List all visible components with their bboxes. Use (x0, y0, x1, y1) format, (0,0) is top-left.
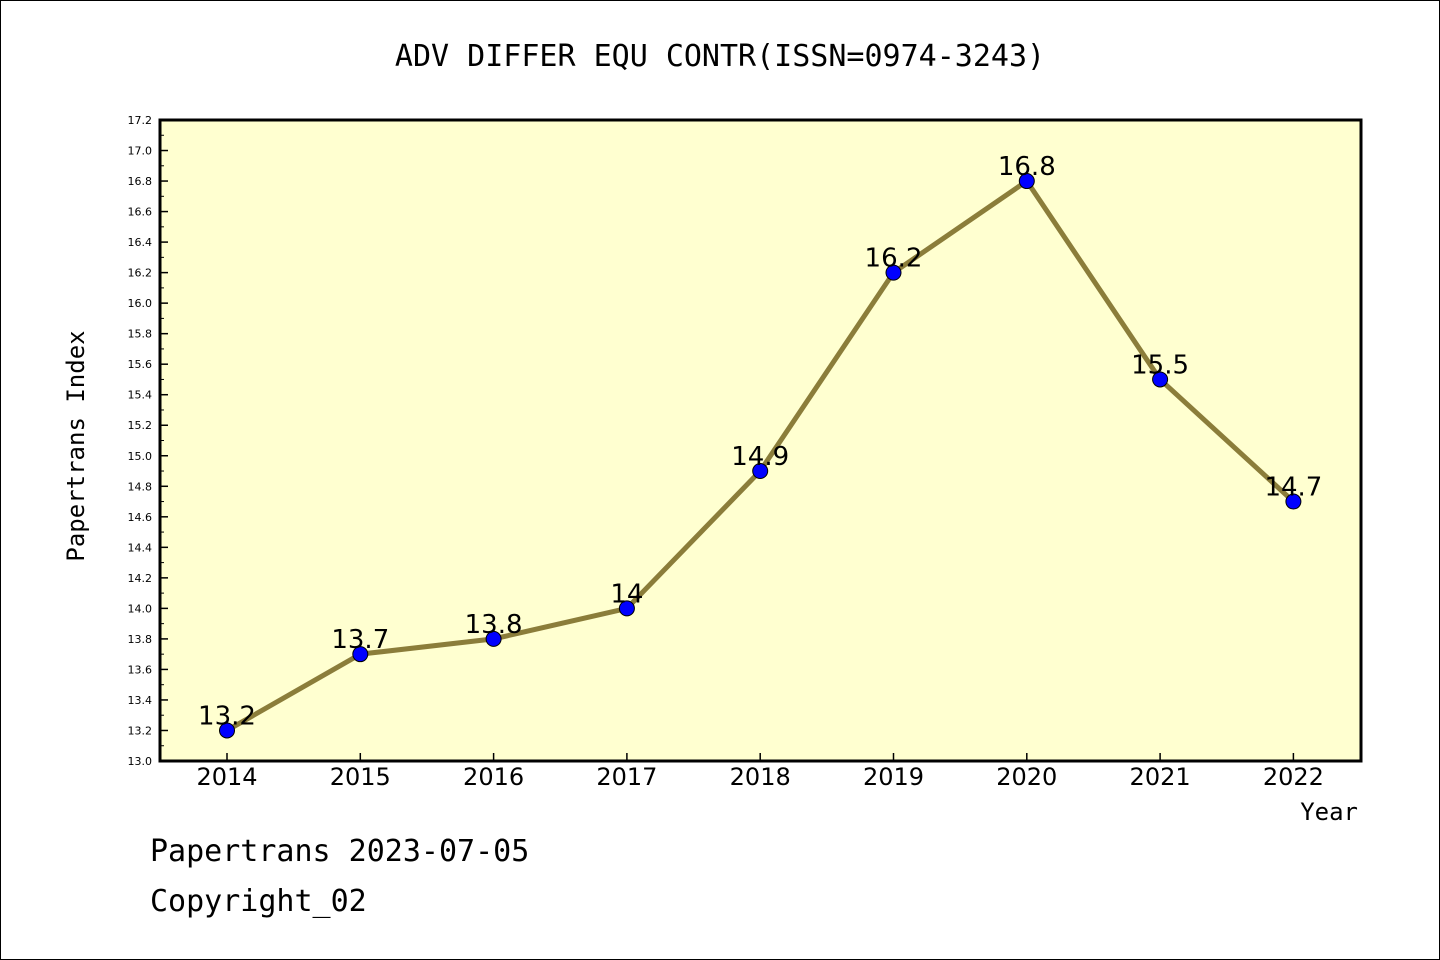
y-tick-label: 15.2 (128, 419, 153, 432)
y-axis-title: Papertrans Index (62, 330, 90, 561)
data-point (485, 630, 502, 647)
y-tick-label: 14.0 (128, 602, 153, 615)
y-tick-label: 13.0 (128, 755, 153, 768)
y-tick-label: 15.0 (128, 450, 153, 463)
footer-copyright: Copyright_02 (150, 884, 367, 919)
data-label: 14.9 (731, 442, 789, 472)
y-tick-label: 14.2 (128, 572, 153, 585)
y-tick-label: 16.8 (128, 175, 153, 188)
chart-title: ADV DIFFER EQU CONTR(ISSN=0974-3243) (395, 39, 1045, 74)
data-point (1152, 371, 1169, 388)
x-axis: 2014 2015 2016 2017 2018 2019 2020 2021 2022 (196, 753, 1324, 791)
x-tick-label: 2018 (730, 763, 791, 791)
y-tick-label: 13.8 (128, 633, 153, 646)
x-tick-label: 2015 (330, 763, 391, 791)
y-tick-label: 16.6 (128, 206, 153, 219)
y-tick-label: 17.0 (128, 145, 153, 158)
y-axis: 13.0 13.2 13.4 13.6 13.8 14.0 14.2 14.4 14.6 14.8… (128, 114, 168, 768)
x-axis-title: Year (1300, 798, 1358, 826)
data-point (219, 722, 235, 739)
footer-date: Papertrans 2023-07-05 (150, 834, 530, 869)
x-tick-label: 2021 (1130, 763, 1191, 791)
x-tick-label: 2019 (863, 763, 924, 791)
data-point (1018, 173, 1035, 190)
data-label: 13.8 (465, 610, 523, 640)
y-tick-label: 15.8 (128, 328, 153, 341)
data-label: 16.8 (998, 152, 1056, 182)
data-label: 14 (610, 579, 643, 609)
y-tick-label: 14.4 (128, 541, 153, 554)
data-point (752, 463, 769, 480)
y-tick-label: 13.6 (128, 663, 153, 676)
y-tick-label: 13.2 (128, 724, 153, 737)
y-tick-label: 15.4 (128, 389, 153, 402)
data-label: 15.5 (1131, 350, 1189, 380)
data-label: 14.7 (1264, 473, 1322, 503)
data-label: 13.2 (198, 701, 256, 731)
y-tick-label: 16.0 (128, 297, 153, 310)
y-tick-label: 17.2 (128, 114, 153, 127)
x-tick-label: 2014 (196, 763, 257, 791)
data-point (352, 646, 369, 663)
y-tick-label: 16.4 (128, 236, 153, 249)
x-tick-label: 2022 (1263, 763, 1324, 791)
y-tick-label: 16.2 (128, 267, 153, 280)
x-tick-label: 2017 (596, 763, 657, 791)
y-tick-label: 14.8 (128, 480, 153, 493)
data-series: 13.2 13.7 13.8 14 14.9 16.2 16.8 15.5 14.7 (198, 152, 1322, 739)
x-tick-label: 2020 (996, 763, 1057, 791)
x-tick-label: 2016 (463, 763, 524, 791)
data-point (1285, 493, 1302, 510)
data-point (618, 600, 635, 617)
data-label: 16.2 (865, 244, 923, 274)
data-point (885, 264, 902, 281)
data-label: 13.7 (331, 625, 389, 655)
y-tick-label: 13.4 (128, 694, 153, 707)
y-tick-label: 14.6 (128, 511, 153, 524)
y-tick-label: 15.6 (128, 358, 153, 371)
